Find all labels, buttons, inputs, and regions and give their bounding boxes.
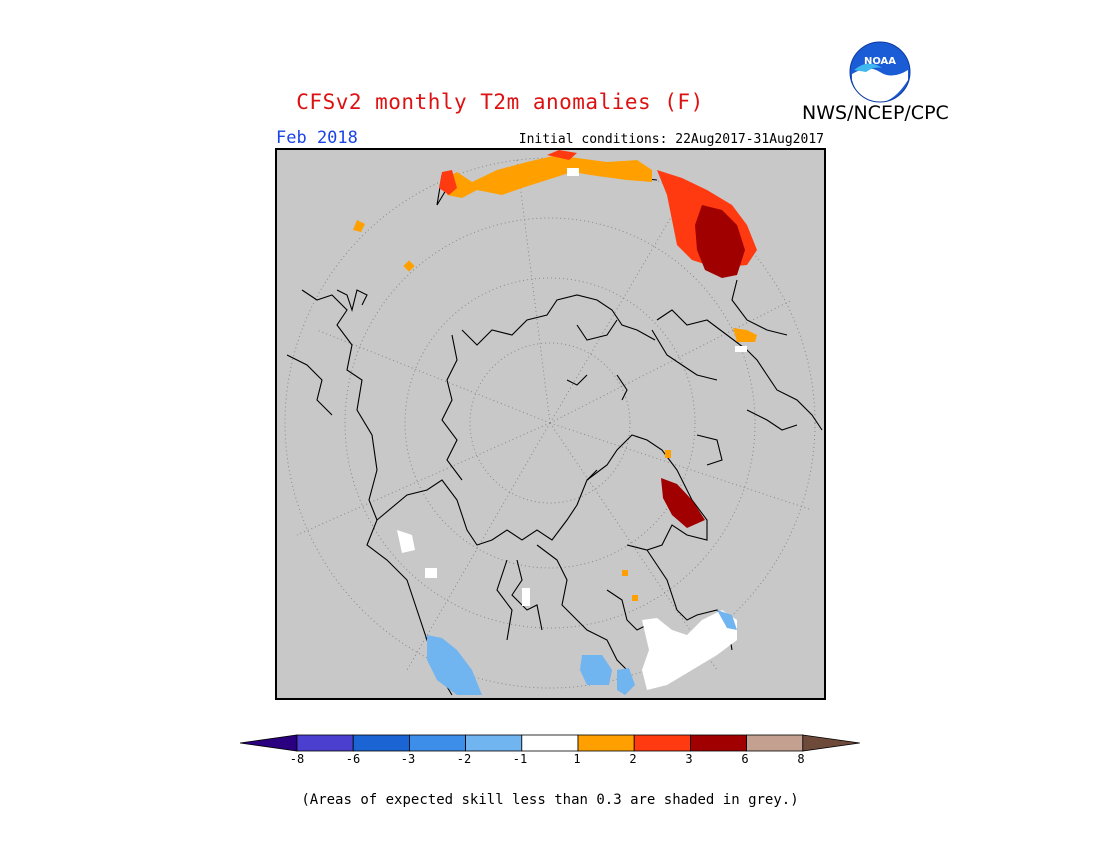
- tick-label: 1: [573, 752, 581, 766]
- tick-label: -1: [512, 752, 528, 766]
- noaa-logo: NOAA: [849, 41, 911, 103]
- color-legend-swatches: [240, 734, 860, 752]
- tick-label: -8: [289, 752, 305, 766]
- color-legend: [240, 734, 860, 752]
- tick-label: 2: [629, 752, 637, 766]
- map-canvas: [284, 150, 823, 696]
- skill-footnote: (Areas of expected skill less than 0.3 a…: [301, 792, 799, 808]
- polar-map: [275, 148, 826, 700]
- forecast-month: Feb 2018: [276, 128, 358, 148]
- legend-swatch: [577, 734, 635, 752]
- tick-label: 6: [741, 752, 749, 766]
- legend-ticks: -8 -6 -3 -2 -1 1 2 3 6 8: [0, 752, 1100, 772]
- legend-swatch: [296, 734, 354, 752]
- legend-swatch: [408, 734, 466, 752]
- legend-swatch: [689, 734, 747, 752]
- legend-swatch: [352, 734, 410, 752]
- legend-swatch: [465, 734, 523, 752]
- anomaly-shading: [353, 150, 757, 695]
- legend-swatch-high-arrow: [802, 734, 860, 752]
- logo-text: NOAA: [864, 56, 896, 67]
- legend-swatch-low-arrow: [240, 734, 298, 752]
- initial-conditions: Initial conditions: 22Aug2017-31Aug2017: [518, 132, 824, 147]
- tick-label: -6: [345, 752, 361, 766]
- agency-label: NWS/NCEP/CPC: [802, 102, 949, 124]
- legend-swatch: [633, 734, 691, 752]
- legend-swatch: [521, 734, 579, 752]
- legend-swatch: [746, 734, 804, 752]
- tick-label: 3: [685, 752, 693, 766]
- tick-label: -3: [400, 752, 416, 766]
- tick-label: 8: [797, 752, 805, 766]
- tick-label: -2: [456, 752, 472, 766]
- map-title: CFSv2 monthly T2m anomalies (F): [296, 90, 704, 114]
